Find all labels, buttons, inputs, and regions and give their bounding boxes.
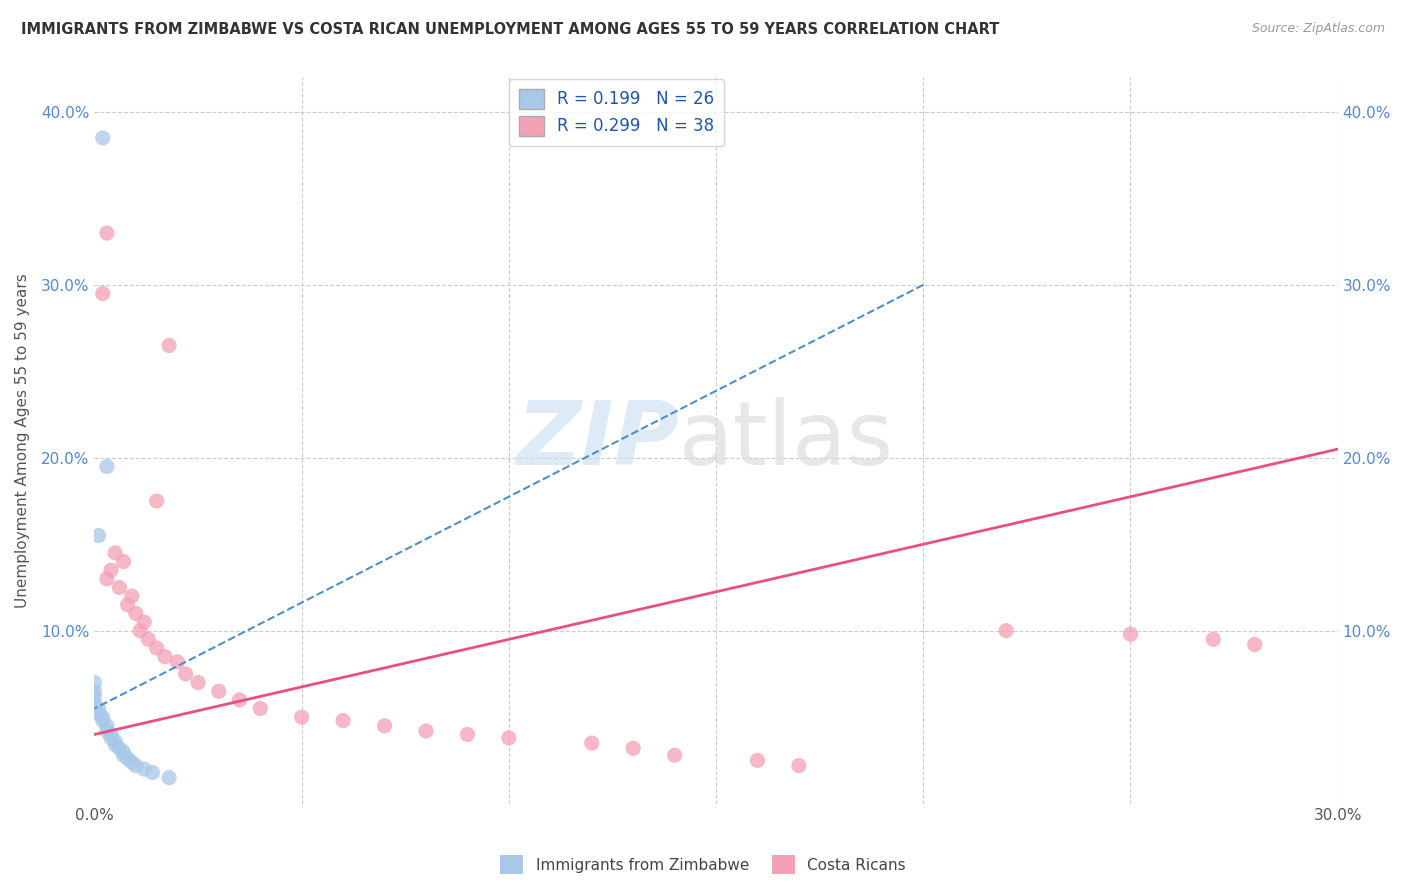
Point bbox=[112, 745, 135, 759]
Point bbox=[166, 655, 188, 669]
Point bbox=[96, 459, 118, 474]
Point bbox=[157, 338, 180, 352]
Point bbox=[581, 736, 603, 750]
Point bbox=[108, 581, 131, 595]
Point bbox=[208, 684, 231, 698]
Point bbox=[174, 667, 197, 681]
Point bbox=[121, 589, 143, 603]
Point bbox=[91, 131, 114, 145]
Point bbox=[96, 572, 118, 586]
Point bbox=[87, 701, 110, 715]
Point bbox=[153, 649, 176, 664]
Point bbox=[138, 632, 160, 647]
Point bbox=[91, 714, 114, 728]
Point bbox=[787, 758, 810, 772]
Point bbox=[125, 758, 148, 772]
Point bbox=[83, 696, 105, 710]
Point bbox=[83, 684, 105, 698]
Point bbox=[145, 640, 167, 655]
Point bbox=[96, 719, 118, 733]
Point bbox=[112, 748, 135, 763]
Point bbox=[374, 719, 396, 733]
Point bbox=[87, 528, 110, 542]
Point bbox=[498, 731, 520, 745]
Text: ZIP: ZIP bbox=[516, 397, 679, 484]
Point bbox=[100, 563, 122, 577]
Text: Source: ZipAtlas.com: Source: ZipAtlas.com bbox=[1251, 22, 1385, 36]
Point bbox=[134, 762, 156, 776]
Point bbox=[995, 624, 1018, 638]
Text: atlas: atlas bbox=[679, 397, 894, 484]
Point bbox=[96, 724, 118, 739]
Point bbox=[415, 724, 437, 739]
Point bbox=[664, 748, 686, 763]
Point bbox=[96, 226, 118, 240]
Legend: Immigrants from Zimbabwe, Costa Ricans: Immigrants from Zimbabwe, Costa Ricans bbox=[495, 849, 911, 880]
Point bbox=[134, 615, 156, 629]
Text: IMMIGRANTS FROM ZIMBABWE VS COSTA RICAN UNEMPLOYMENT AMONG AGES 55 TO 59 YEARS C: IMMIGRANTS FROM ZIMBABWE VS COSTA RICAN … bbox=[21, 22, 1000, 37]
Point bbox=[83, 675, 105, 690]
Point bbox=[747, 753, 769, 767]
Point bbox=[157, 771, 180, 785]
Point bbox=[456, 727, 478, 741]
Point bbox=[141, 765, 163, 780]
Point bbox=[104, 546, 127, 560]
Point bbox=[129, 624, 152, 638]
Point bbox=[1243, 638, 1265, 652]
Point bbox=[145, 494, 167, 508]
Point bbox=[100, 731, 122, 745]
Point bbox=[104, 734, 127, 748]
Point bbox=[187, 675, 209, 690]
Point bbox=[83, 690, 105, 704]
Legend: R = 0.199   N = 26, R = 0.299   N = 38: R = 0.199 N = 26, R = 0.299 N = 38 bbox=[509, 78, 724, 146]
Point bbox=[621, 741, 644, 756]
Point bbox=[228, 693, 250, 707]
Point bbox=[117, 752, 139, 766]
Point bbox=[125, 607, 148, 621]
Point bbox=[1119, 627, 1142, 641]
Point bbox=[104, 738, 127, 752]
Point bbox=[249, 701, 271, 715]
Point bbox=[291, 710, 314, 724]
Point bbox=[91, 710, 114, 724]
Point bbox=[1202, 632, 1225, 647]
Point bbox=[91, 286, 114, 301]
Point bbox=[108, 741, 131, 756]
Y-axis label: Unemployment Among Ages 55 to 59 years: Unemployment Among Ages 55 to 59 years bbox=[15, 273, 30, 608]
Point bbox=[117, 598, 139, 612]
Point bbox=[87, 706, 110, 721]
Point bbox=[121, 755, 143, 769]
Point bbox=[332, 714, 354, 728]
Point bbox=[112, 555, 135, 569]
Point bbox=[100, 727, 122, 741]
